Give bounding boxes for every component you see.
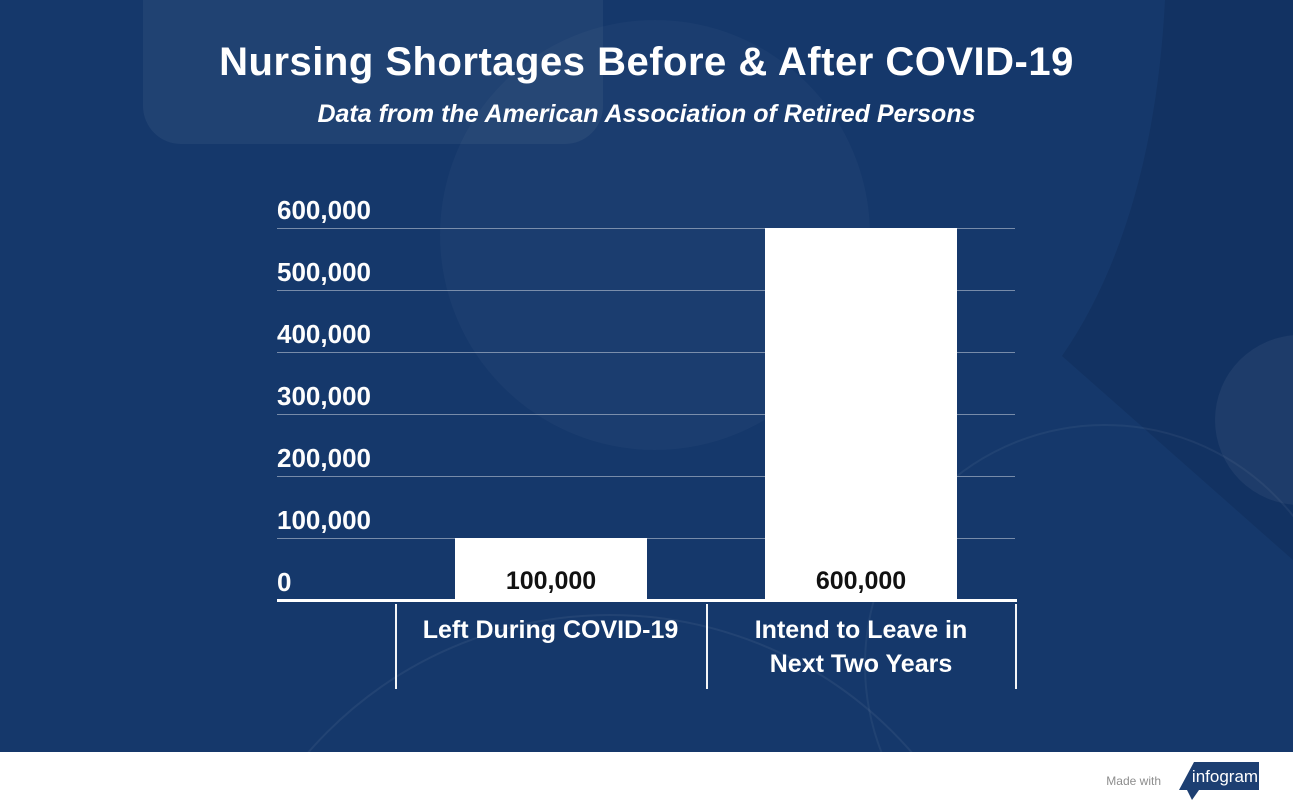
category-separator [1015, 604, 1017, 689]
infogram-logo-flag [1179, 762, 1259, 800]
bar [455, 538, 647, 600]
bar [765, 228, 957, 600]
y-axis-tick-label: 600,000 [277, 195, 371, 225]
y-gridline [277, 476, 1015, 477]
footer-bar: Made with infogram [0, 752, 1293, 810]
chart-header: Nursing Shortages Before & After COVID-1… [0, 38, 1293, 130]
chart-title: Nursing Shortages Before & After COVID-1… [219, 40, 1074, 84]
category-label: Intend to Leave in Next Two Years [706, 613, 1016, 681]
category-separator [706, 604, 708, 689]
category-label-text: Intend to Leave in Next Two Years [754, 616, 968, 678]
chart-subtitle: Data from the American Association of Re… [317, 100, 976, 128]
y-gridline [277, 228, 1015, 229]
bar-value-label: 600,000 [815, 567, 907, 595]
y-gridline [277, 352, 1015, 353]
bar-value-label: 100,000 [505, 567, 597, 595]
x-axis-line [277, 599, 1017, 602]
category-separator [395, 604, 397, 689]
y-axis-tick-label: 100,000 [277, 505, 371, 535]
made-with-text: Made with [1106, 774, 1161, 788]
category-label: Left During COVID-19 [395, 613, 706, 647]
y-axis-tick-label: 300,000 [277, 381, 371, 411]
y-axis-tick-label: 200,000 [277, 443, 371, 473]
infogram-logo[interactable]: infogram [1172, 761, 1260, 801]
y-gridline [277, 290, 1015, 291]
y-axis-tick-label: 500,000 [277, 257, 371, 287]
y-axis-tick-label: 0 [277, 567, 292, 597]
infogram-logo-text: infogram [1192, 767, 1258, 786]
category-label-text: Left During COVID-19 [422, 616, 679, 644]
y-gridline [277, 414, 1015, 415]
y-axis-tick-label: 400,000 [277, 319, 371, 349]
